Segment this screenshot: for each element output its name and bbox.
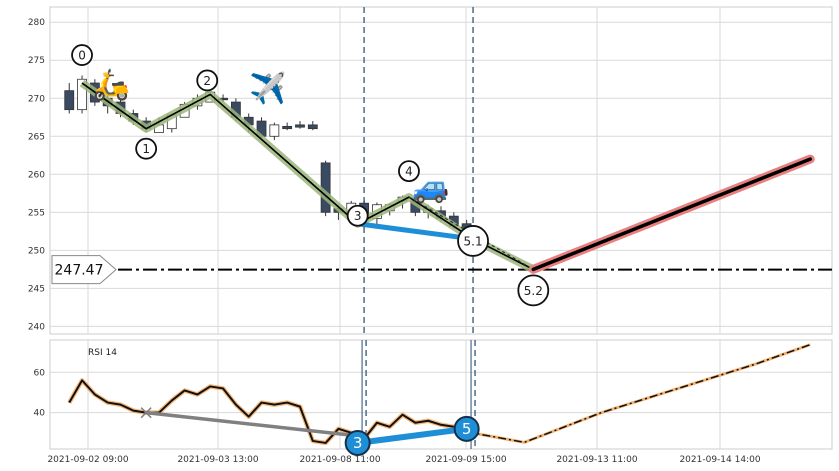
- wave-label-text: 5.1: [464, 234, 483, 248]
- wave-label-circle: [517, 274, 550, 307]
- scooter-icon: 🛵: [93, 67, 130, 102]
- projection-line-core: [531, 157, 812, 272]
- rsi-grid: [50, 340, 832, 449]
- price-y-tick: 260: [28, 170, 45, 180]
- wave-label-circle: [346, 204, 369, 227]
- price-y-tick: 245: [28, 284, 45, 294]
- wave-label-circle: [398, 160, 420, 183]
- price-y-tick: 250: [28, 246, 45, 256]
- price-panel: [49, 6, 833, 335]
- x-tick-label: 2021-09-03 13:00: [177, 455, 258, 465]
- wave-label-circle: [457, 225, 489, 257]
- rsi-projection: [466, 343, 811, 444]
- wave-label-text: 5.2: [524, 284, 543, 298]
- wave-label-text: 4: [405, 165, 413, 179]
- candle-body: [307, 124, 318, 130]
- rsi-x-marker-b: [140, 407, 152, 419]
- wave-label-text: 3: [354, 209, 362, 223]
- wave-label-text: 0: [78, 49, 86, 63]
- wave-label-circle: [196, 69, 219, 92]
- x-tick-label: 2021-09-02 09:00: [47, 455, 128, 465]
- rsi-badge-circle: [453, 415, 480, 442]
- wave-labels: 0 1 2 3 4 5.1 5.2: [71, 44, 550, 307]
- x-tick-label: 2021-09-09 15:00: [425, 455, 506, 465]
- wave-label-circle: [135, 137, 158, 160]
- candle-body: [282, 125, 293, 130]
- candle-body: [77, 78, 87, 111]
- price-y-tick: 265: [28, 132, 45, 142]
- price-grid: [50, 7, 832, 334]
- emoji-markers: 🛵 ✈️ 🚙: [93, 67, 450, 205]
- x-tick-labels: 2021-09-02 09:00 2021-09-03 13:00 2021-09-…: [47, 455, 760, 465]
- rsi-y-tick-labels: 40 60: [34, 368, 46, 418]
- x-tick-label: 2021-09-14 14:00: [679, 455, 760, 465]
- x-tick-label: 2021-09-08 11:00: [299, 455, 380, 465]
- rsi-y-tick: 40: [34, 409, 46, 419]
- blue-segment-line: [355, 221, 476, 242]
- price-y-tick: 240: [28, 322, 45, 332]
- price-level-label: 247.47: [55, 263, 104, 279]
- wave-label-text: 2: [203, 74, 211, 88]
- x-tick-label: 2021-09-13 11:00: [556, 455, 637, 465]
- price-y-tick: 270: [28, 94, 45, 104]
- price-y-tick: 275: [28, 56, 45, 66]
- car-icon: 🚙: [412, 170, 449, 205]
- wave-label-circle: [71, 44, 93, 66]
- candle-body: [295, 124, 305, 128]
- plane-icon: ✈️: [249, 69, 286, 106]
- blue-segment: [355, 221, 476, 242]
- candle-body: [64, 90, 75, 111]
- rsi-y-tick: 60: [34, 368, 46, 378]
- wave-label-text: 1: [142, 142, 150, 156]
- rsi-line-core: [68, 379, 454, 444]
- price-y-tick: 255: [28, 208, 45, 218]
- price-y-tick: 280: [28, 18, 45, 28]
- rsi-grey-segment: [144, 410, 360, 438]
- rsi-blue-segment: [354, 425, 470, 446]
- rsi-badge-label: 5: [462, 420, 472, 438]
- price-y-tick-labels: 240 245 250 255 260 265 270 275 280: [28, 18, 45, 332]
- price-level-tag: [51, 255, 117, 285]
- rsi-badge-label: 3: [353, 434, 363, 452]
- price-level-line: 247.47: [51, 255, 832, 285]
- candle-body: [269, 124, 280, 137]
- projection-line: [528, 154, 815, 274]
- rsi-badge-circle: [344, 429, 371, 456]
- rsi-line: 35: [67, 343, 811, 456]
- rsi-title: RSI 14: [88, 348, 117, 358]
